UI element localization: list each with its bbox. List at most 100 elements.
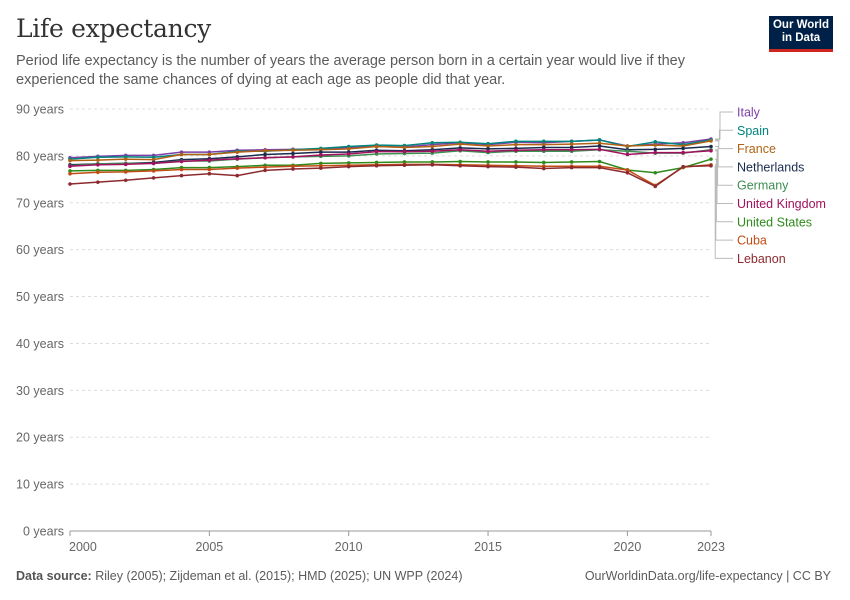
x-tick-label: 2015 bbox=[474, 540, 502, 554]
data-point bbox=[541, 139, 546, 144]
legend-connector bbox=[715, 111, 733, 140]
logo-line-1: Our World bbox=[772, 19, 829, 31]
legend-connector bbox=[715, 164, 733, 241]
series-line bbox=[69, 163, 712, 187]
y-tick-label: 0 years bbox=[23, 525, 64, 539]
data-point bbox=[68, 164, 72, 168]
data-point bbox=[541, 142, 546, 147]
legend-connector bbox=[715, 158, 733, 223]
legend-item: Italy bbox=[715, 106, 761, 140]
data-point bbox=[207, 152, 212, 157]
data-point bbox=[458, 147, 462, 152]
y-tick-label: 10 years bbox=[16, 478, 64, 492]
owid-logo[interactable]: Our World in Data bbox=[769, 16, 833, 52]
legend-item: Netherlands bbox=[715, 146, 804, 174]
data-point bbox=[291, 148, 295, 153]
data-point bbox=[430, 149, 435, 153]
legend-label: Germany bbox=[737, 179, 789, 193]
legend-connector bbox=[715, 146, 733, 168]
data-point bbox=[597, 165, 602, 170]
data-point bbox=[597, 144, 602, 148]
data-point bbox=[374, 144, 379, 149]
data-point bbox=[402, 149, 407, 154]
data-point bbox=[681, 164, 685, 169]
data-point bbox=[123, 170, 128, 174]
data-point bbox=[319, 166, 323, 170]
legend-label: United Kingdom bbox=[737, 197, 826, 211]
x-tick-label: 2000 bbox=[69, 540, 97, 554]
data-point bbox=[486, 164, 490, 169]
y-tick-label: 90 years bbox=[16, 103, 64, 117]
data-point bbox=[374, 163, 379, 168]
data-point bbox=[486, 149, 490, 153]
data-point bbox=[709, 139, 713, 143]
data-point bbox=[541, 160, 546, 165]
y-tick-label: 80 years bbox=[16, 149, 64, 163]
data-point bbox=[291, 155, 295, 159]
data-point bbox=[541, 166, 546, 171]
legend-item: United States bbox=[715, 158, 812, 229]
data-point bbox=[319, 153, 323, 157]
legend-connector bbox=[715, 149, 733, 186]
legend-label: Lebanon bbox=[737, 252, 786, 266]
chart-title: Life expectancy bbox=[16, 14, 211, 43]
data-point bbox=[179, 167, 184, 172]
data-source: Data source: Riley (2005); Zijdeman et a… bbox=[16, 569, 463, 583]
legend-connector bbox=[715, 129, 733, 141]
legend-item: France bbox=[715, 140, 776, 156]
y-tick-label: 60 years bbox=[16, 243, 64, 257]
data-point bbox=[430, 163, 435, 167]
legend-layer: Italy Spain France Netherlands Germany United… bbox=[714, 106, 826, 266]
legend-connector bbox=[715, 150, 733, 204]
data-point bbox=[68, 171, 72, 176]
data-point bbox=[179, 173, 184, 178]
data-source-label: Data source: bbox=[16, 569, 92, 583]
data-point bbox=[709, 144, 713, 149]
data-point bbox=[625, 168, 630, 172]
y-tick-label: 50 years bbox=[16, 290, 64, 304]
data-point bbox=[653, 170, 658, 175]
legend-item: Germany bbox=[715, 149, 789, 193]
data-point bbox=[597, 147, 602, 152]
source-url[interactable]: OurWorldinData.org/life-expectancy | CC … bbox=[584, 569, 831, 583]
data-point bbox=[235, 166, 240, 170]
data-source-text: Riley (2005); Zijdeman et al. (2015); HM… bbox=[95, 569, 463, 583]
series-line bbox=[69, 140, 712, 162]
series-france bbox=[68, 139, 713, 163]
y-tick-label: 40 years bbox=[16, 337, 64, 351]
data-point bbox=[263, 152, 267, 157]
data-point bbox=[346, 164, 351, 169]
data-point bbox=[514, 142, 518, 147]
data-point bbox=[458, 142, 462, 146]
data-point bbox=[514, 139, 518, 144]
series-layer bbox=[68, 137, 713, 189]
data-point bbox=[569, 139, 574, 144]
data-point bbox=[263, 155, 267, 160]
series-line bbox=[69, 148, 712, 167]
data-point bbox=[207, 167, 212, 172]
data-point bbox=[514, 160, 518, 164]
data-point bbox=[291, 151, 295, 156]
data-point bbox=[458, 163, 462, 168]
data-point bbox=[68, 182, 72, 186]
data-point bbox=[68, 169, 72, 173]
data-point bbox=[681, 150, 685, 155]
series-line bbox=[69, 164, 712, 188]
series-lebanon bbox=[68, 163, 713, 189]
x-tick-label: 2010 bbox=[335, 540, 363, 554]
data-point bbox=[597, 141, 602, 146]
y-tick-label: 30 years bbox=[16, 384, 64, 398]
chart-subtitle: Period life expectancy is the number of … bbox=[16, 53, 685, 88]
data-point bbox=[235, 173, 240, 178]
data-point bbox=[151, 176, 156, 180]
data-point bbox=[291, 164, 295, 168]
series-line bbox=[69, 158, 712, 174]
data-point bbox=[569, 160, 574, 164]
legend-connector bbox=[714, 165, 733, 259]
data-point bbox=[235, 150, 240, 154]
data-point bbox=[179, 159, 184, 164]
series-line bbox=[69, 145, 712, 166]
data-point bbox=[625, 152, 630, 157]
legend-label: France bbox=[737, 142, 776, 156]
series-united-kingdom bbox=[68, 147, 713, 168]
